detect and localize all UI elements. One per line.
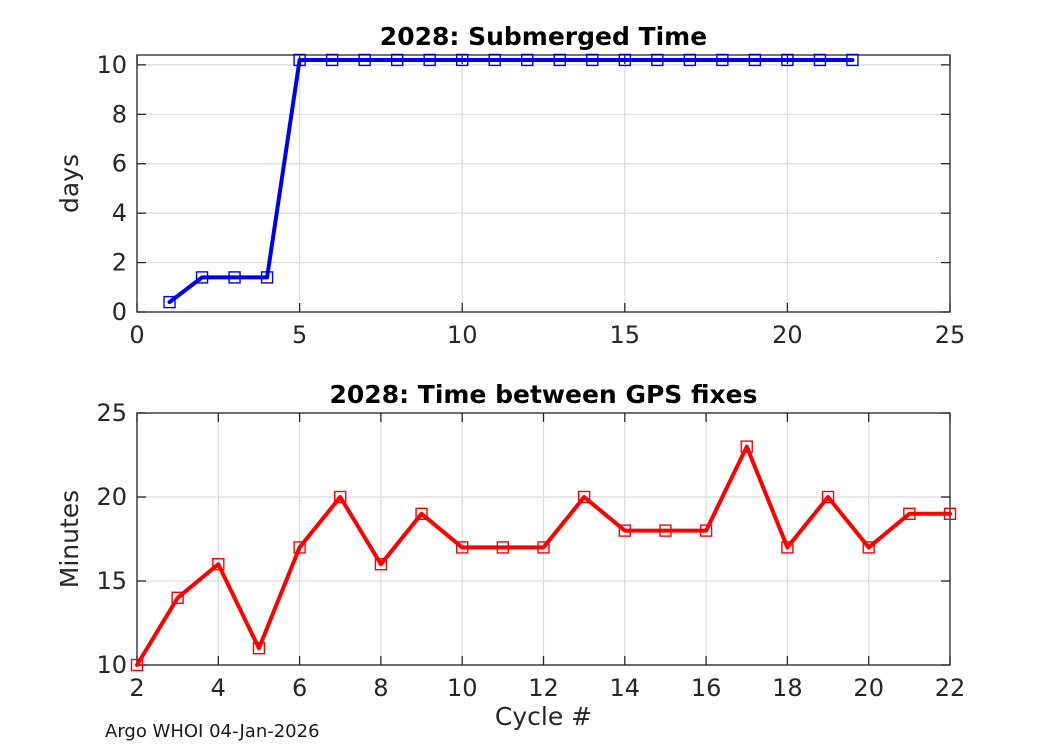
x-tick-label: 22: [935, 674, 966, 702]
data-point-marker: [171, 591, 184, 604]
chart-title: 2028: Submerged Time: [380, 22, 707, 51]
x-tick-label: 15: [610, 321, 641, 349]
data-point-marker: [260, 271, 274, 284]
data-point-marker: [488, 53, 501, 67]
y-axis-label: Minutes: [55, 490, 84, 588]
data-point-marker: [390, 53, 404, 67]
data-point-marker: [496, 541, 510, 554]
x-tick-label: 18: [772, 674, 803, 702]
x-tick-label: 14: [610, 674, 641, 702]
data-point-marker: [740, 440, 753, 453]
data-point-marker: [415, 507, 428, 520]
x-tick-label: 4: [211, 674, 226, 702]
y-tick-label: 8: [112, 100, 127, 128]
x-tick-label: 10: [447, 674, 478, 702]
y-tick-label: 25: [96, 399, 127, 427]
data-point-marker: [163, 295, 176, 309]
data-point-marker: [537, 541, 550, 554]
data-point-marker: [586, 53, 599, 67]
data-point-marker: [553, 53, 566, 67]
data-point-marker: [862, 541, 875, 554]
data-point-marker: [456, 541, 469, 554]
data-point-marker: [577, 490, 591, 504]
data-point-marker: [651, 53, 664, 67]
y-tick-label: 20: [96, 483, 127, 511]
y-axis-label: days: [55, 154, 84, 213]
data-point-marker: [293, 541, 306, 554]
data-point-marker: [325, 53, 339, 67]
y-tick-label: 6: [112, 150, 127, 178]
data-point-marker: [374, 558, 388, 571]
y-tick-label: 0: [112, 298, 127, 326]
x-tick-label: 20: [853, 674, 884, 702]
data-point-marker: [821, 490, 835, 504]
data-point-marker: [813, 53, 827, 67]
data-point-marker: [195, 271, 209, 284]
chart-title: 2028: Time between GPS fixes: [330, 380, 758, 409]
x-tick-label: 0: [129, 321, 144, 349]
x-tick-label: 16: [691, 674, 722, 702]
data-point-marker: [358, 53, 371, 67]
data-point-marker: [781, 53, 794, 67]
data-point-marker: [716, 53, 729, 67]
data-point-marker: [748, 53, 762, 67]
x-tick-label: 10: [447, 321, 478, 349]
data-point-marker: [659, 524, 672, 537]
data-point-marker: [699, 524, 713, 537]
x-axis-label: Cycle #: [495, 702, 592, 731]
y-tick-label: 10: [96, 651, 127, 679]
data-point-marker: [212, 558, 225, 571]
data-point-marker: [228, 271, 241, 284]
y-tick-label: 2: [112, 249, 127, 277]
submerged-time-chart: 0 5 10 15 20 25 0 2 4 6 8 10 2028: Submerged Time day…: [55, 22, 965, 349]
y-tick-label: 4: [112, 199, 127, 227]
data-point-marker: [683, 53, 697, 67]
data-point-marker: [456, 53, 469, 67]
data-line: [135, 444, 952, 667]
x-tick-label: 20: [772, 321, 803, 349]
y-tick-label: 10: [96, 51, 127, 79]
data-point-marker: [618, 53, 631, 67]
data-point-marker: [252, 642, 266, 655]
x-tick-label: 5: [292, 321, 307, 349]
data-point-marker: [781, 541, 794, 554]
x-tick-label: 25: [935, 321, 966, 349]
data-point-marker: [618, 524, 631, 537]
x-tick-label: 8: [373, 674, 388, 702]
data-point-marker: [521, 53, 534, 67]
gps-fix-interval-chart: 2 4 6 8 10 12 14 16 18 20 22 10 15 20 25 2028: Time bet…: [55, 380, 965, 731]
data-point-marker: [293, 53, 306, 67]
data-point-marker: [846, 53, 859, 67]
y-tick-label: 15: [96, 567, 127, 595]
x-tick-label: 12: [528, 674, 559, 702]
data-point-marker: [903, 507, 916, 520]
axes-box: [136, 54, 951, 313]
data-point-marker: [943, 507, 957, 520]
data-point-marker: [130, 658, 144, 672]
footer-watermark: Argo WHOI 04-Jan-2026: [105, 721, 320, 742]
x-tick-label: 2: [129, 674, 144, 702]
data-point-marker: [334, 490, 347, 504]
data-point-marker: [423, 53, 436, 67]
x-tick-label: 6: [292, 674, 307, 702]
data-line: [167, 57, 855, 305]
